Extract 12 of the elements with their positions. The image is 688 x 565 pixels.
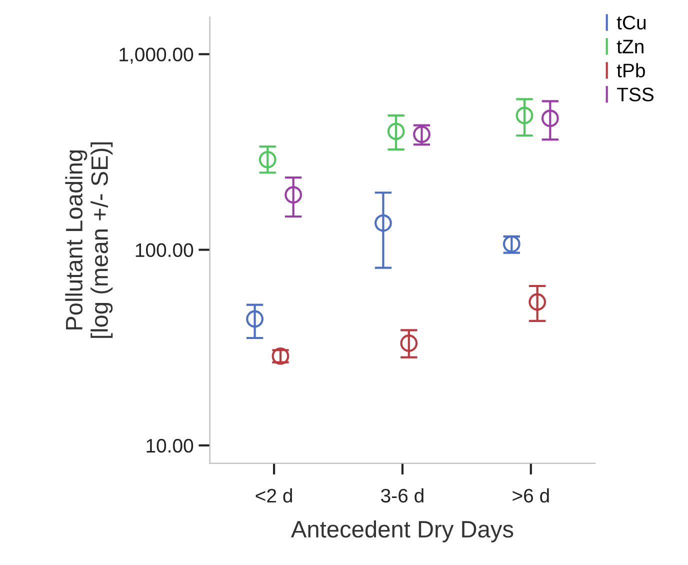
y-tick-label: 1,000.00	[120, 48, 194, 64]
x-tick-label: <2 d	[256, 488, 292, 503]
x-tick-label: >6 d	[512, 488, 549, 503]
legend-label: tZn	[616, 40, 644, 54]
legend-label: tCu	[616, 16, 646, 30]
legend-label: tPb	[616, 63, 645, 78]
y-tick-label: 100.00	[136, 243, 194, 258]
y-axis-title: Pollutant Loading [log (mean +/- SE)]	[65, 142, 113, 338]
x-axis-title: Antecedent Dry Days	[290, 520, 514, 542]
legend-label: TSS	[617, 88, 654, 102]
x-tick-label: 3-6 d	[381, 488, 424, 503]
y-tick-label: 10.00	[146, 438, 194, 453]
